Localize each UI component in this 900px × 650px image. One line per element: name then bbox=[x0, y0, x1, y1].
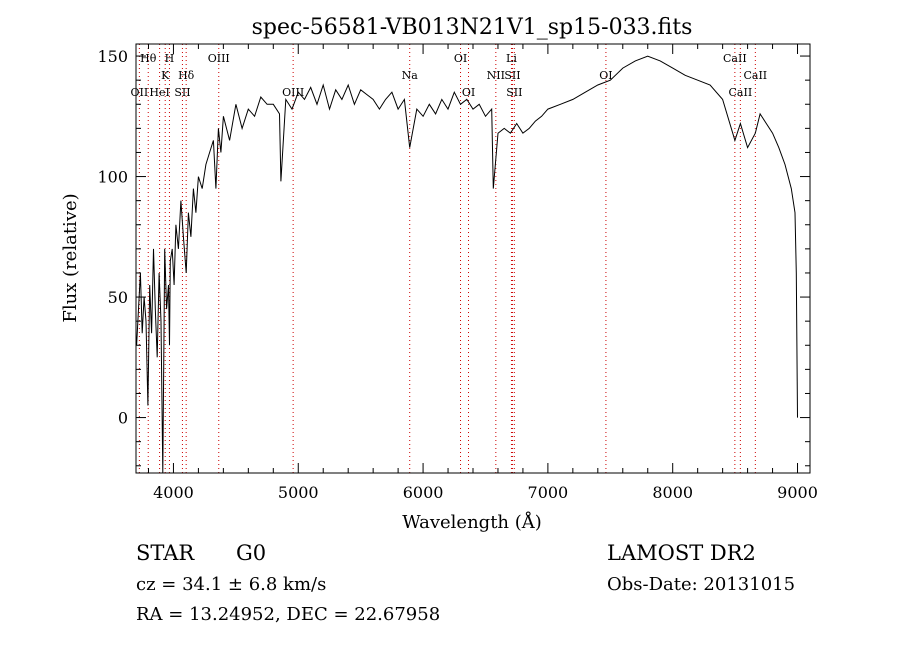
x-tick-label: 7000 bbox=[528, 483, 569, 502]
spectral-line-label: Hδ bbox=[178, 69, 195, 82]
spectral-line-label: CaII bbox=[729, 86, 753, 99]
object-class: STAR bbox=[136, 541, 195, 565]
spectral-line-label: OII bbox=[131, 86, 149, 99]
spectrum-line bbox=[136, 55, 798, 474]
x-tick-label: 8000 bbox=[652, 483, 693, 502]
coordinates: RA = 13.24952, DEC = 22.67958 bbox=[136, 604, 440, 625]
y-tick-label: 0 bbox=[118, 409, 128, 428]
spectral-line-label: NII bbox=[487, 69, 505, 82]
spectral-line-label: Na bbox=[402, 69, 419, 82]
spectral-line-label: OIII bbox=[208, 52, 230, 65]
spectral-line-label: CaII bbox=[723, 52, 747, 65]
spectral-line-label: OI bbox=[462, 86, 475, 99]
redshift-velocity: cz = 34.1 ± 6.8 km/s bbox=[136, 574, 326, 595]
y-tick-label: 50 bbox=[108, 288, 128, 307]
chart-title: spec-56581-VB013N21V1_sp15-033.fits bbox=[252, 15, 693, 40]
x-tick-label: 6000 bbox=[403, 483, 444, 502]
observation-date: Obs-Date: 20131015 bbox=[607, 574, 795, 595]
x-tick-label: 5000 bbox=[278, 483, 319, 502]
spectral-line-label: SII bbox=[174, 86, 190, 99]
x-tick-label: 4000 bbox=[153, 483, 194, 502]
subclass: G0 bbox=[236, 541, 266, 565]
spectral-line-label: HeI bbox=[149, 86, 169, 99]
spectral-line-label: SII bbox=[506, 86, 522, 99]
spectral-line-label: SII bbox=[504, 69, 520, 82]
y-axis-ticks: 0 50 100 150 bbox=[97, 47, 810, 467]
x-axis-ticks: 4000 5000 6000 7000 8000 9000 bbox=[147, 44, 818, 502]
y-axis-label: Flux (relative) bbox=[60, 193, 81, 322]
spectral-line-label: OI bbox=[454, 52, 467, 65]
x-tick-label: 9000 bbox=[777, 483, 818, 502]
x-axis-label: Wavelength (Å) bbox=[402, 511, 542, 533]
spectral-line-label: OI bbox=[599, 69, 612, 82]
spectral-line-label: Li bbox=[506, 52, 517, 65]
spectral-line-label: H bbox=[165, 52, 175, 65]
spectral-line-label: CaII bbox=[743, 69, 767, 82]
spectral-line-label: Hθ bbox=[140, 52, 157, 65]
y-tick-label: 100 bbox=[97, 168, 128, 187]
spectral-line-label: OIII bbox=[282, 86, 304, 99]
y-tick-label: 150 bbox=[97, 47, 128, 66]
spectral-line-label: K bbox=[161, 69, 170, 82]
survey-name: LAMOST DR2 bbox=[607, 541, 756, 565]
